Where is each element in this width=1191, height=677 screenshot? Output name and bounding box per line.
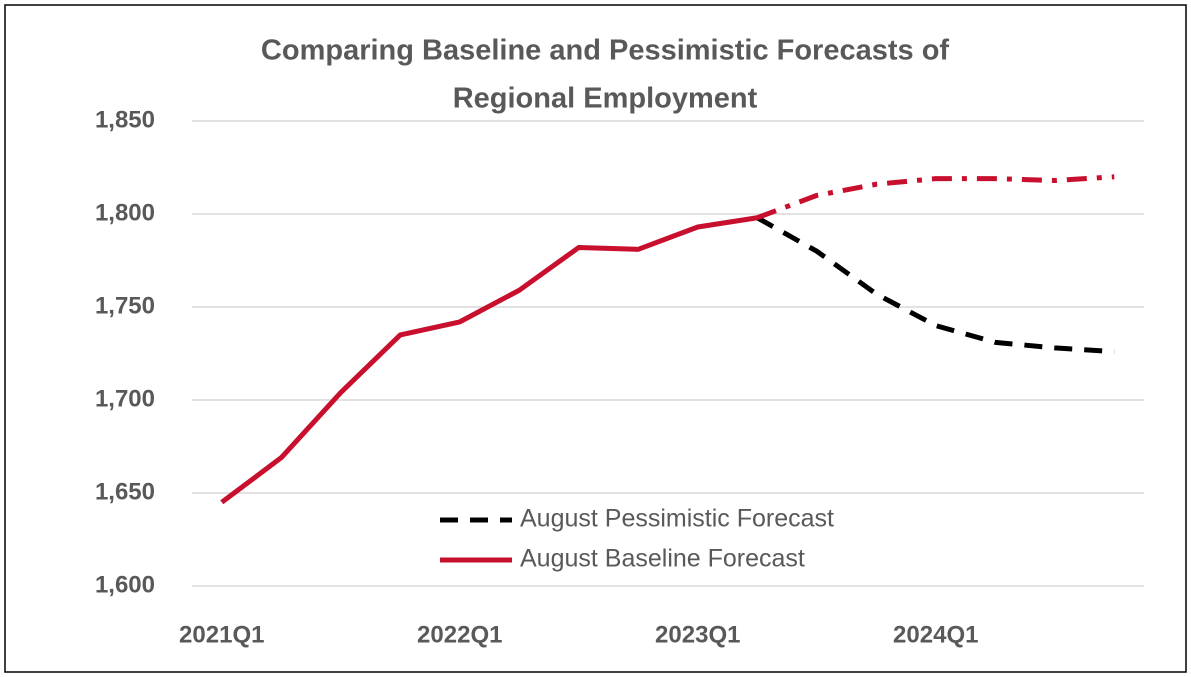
legend-label: August Pessimistic Forecast: [520, 505, 834, 533]
y-tick-label: 1,600: [95, 571, 155, 598]
y-tick-label: 1,850: [95, 106, 155, 133]
x-tick-label: 2022Q1: [417, 621, 502, 648]
x-tick-label: 2021Q1: [179, 621, 264, 648]
line-series: [220, 215, 758, 505]
chart-title: Comparing Baseline and Pessimistic Forec…: [261, 35, 950, 67]
y-tick-label: 1,700: [95, 385, 155, 412]
y-tick-label: 1,750: [95, 292, 155, 319]
line-series: [756, 215, 1115, 355]
x-tick-label: 2024Q1: [893, 621, 978, 648]
chart-border: [4, 4, 1187, 673]
chart-title: Regional Employment: [453, 83, 758, 115]
y-tick-label: 1,800: [95, 199, 155, 226]
legend-label: August Baseline Forecast: [520, 545, 805, 573]
x-tick-label: 2023Q1: [655, 621, 740, 648]
line-series: [756, 174, 1115, 221]
y-tick-label: 1,650: [95, 478, 155, 505]
